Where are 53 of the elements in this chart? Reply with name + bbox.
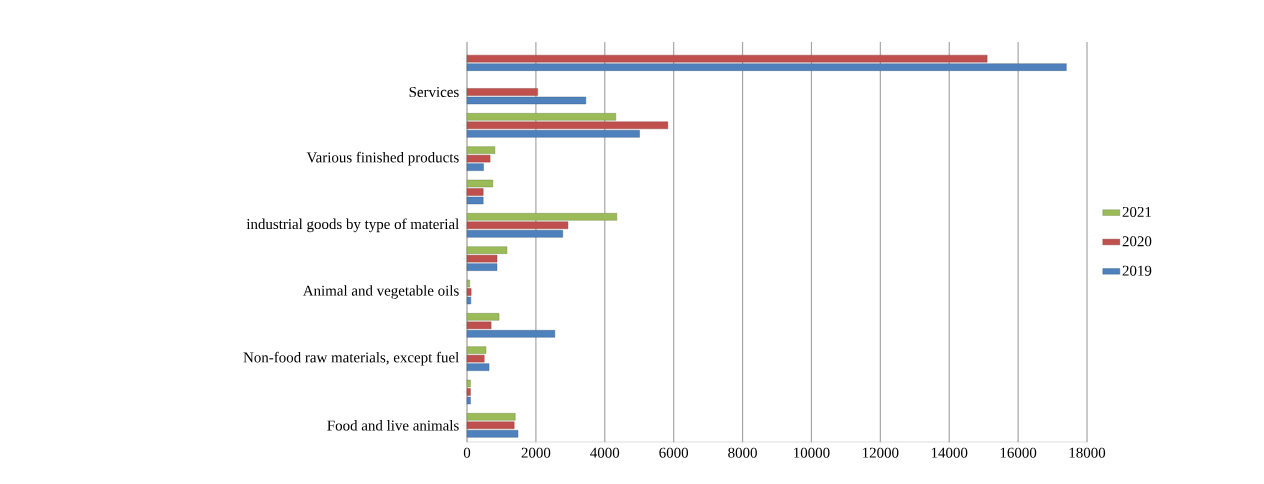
y-tick-label: Services — [409, 86, 459, 97]
bar — [466, 413, 516, 421]
y-tick-label: Non-food raw materials, except fuel — [243, 351, 459, 366]
x-tick-label: 10000 — [794, 447, 830, 458]
bar — [466, 230, 563, 238]
bar — [466, 313, 500, 321]
bar — [466, 421, 515, 430]
x-tick-label: 0 — [463, 447, 471, 458]
bar — [466, 88, 538, 96]
bar — [466, 388, 471, 396]
bar — [466, 330, 556, 338]
x-tick-label: 18000 — [1069, 447, 1106, 458]
bar — [466, 113, 617, 121]
bar — [466, 213, 618, 221]
x-tick-label: 16000 — [1000, 447, 1037, 458]
x-tick-label: 14000 — [931, 447, 968, 458]
x-tick-label: 6000 — [659, 447, 689, 458]
legend-label: 2021 — [1122, 206, 1151, 217]
bar — [466, 179, 494, 188]
x-tick-label: 12000 — [862, 447, 899, 458]
bar — [466, 279, 470, 288]
bar — [466, 121, 669, 130]
y-tick-label: Food and live animals — [327, 420, 459, 431]
bar — [466, 63, 1067, 71]
x-tick-label: 4000 — [590, 447, 620, 458]
bar — [466, 96, 587, 105]
bar — [466, 146, 496, 154]
bar — [466, 346, 487, 354]
x-tick-label: 2000 — [521, 447, 551, 458]
bar — [466, 163, 484, 171]
bar — [466, 288, 472, 296]
bar — [466, 354, 485, 363]
bar — [466, 246, 508, 254]
bar — [466, 396, 471, 405]
bar — [466, 130, 640, 138]
y-tick-label: industrial goods by type of material — [246, 218, 459, 233]
bar — [466, 379, 471, 388]
bar — [466, 196, 484, 205]
bar — [466, 221, 569, 230]
bar — [466, 296, 471, 305]
bar — [466, 154, 491, 163]
y-tick-label: Various finished products — [306, 151, 459, 166]
bar — [466, 263, 498, 271]
bar — [466, 188, 484, 196]
bar — [466, 54, 988, 63]
bar — [466, 363, 490, 371]
bar — [466, 430, 519, 438]
legend-label: 2020 — [1122, 236, 1152, 247]
y-tick-label: Animal and vegetable oils — [302, 285, 459, 299]
bar — [466, 254, 498, 263]
bar — [466, 321, 492, 330]
x-tick-label: 8000 — [728, 447, 757, 458]
legend-label: 2019 — [1122, 265, 1152, 276]
